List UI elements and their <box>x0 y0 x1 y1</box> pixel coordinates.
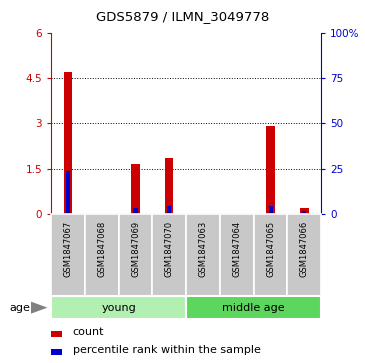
Text: GSM1847069: GSM1847069 <box>131 221 140 277</box>
Bar <box>220 214 254 296</box>
Bar <box>186 296 321 319</box>
Bar <box>64 72 72 214</box>
Bar <box>233 213 241 214</box>
Text: GSM1847063: GSM1847063 <box>199 221 208 277</box>
Text: young: young <box>101 303 136 313</box>
Bar <box>85 214 119 296</box>
Bar <box>199 213 207 214</box>
Bar <box>302 211 306 214</box>
Bar <box>51 350 62 355</box>
Bar <box>131 164 140 214</box>
Bar <box>66 171 70 214</box>
Text: percentile rank within the sample: percentile rank within the sample <box>73 345 261 355</box>
Text: count: count <box>73 327 104 337</box>
Bar <box>119 214 153 296</box>
Bar <box>165 158 173 214</box>
Text: GSM1847067: GSM1847067 <box>64 221 73 277</box>
Polygon shape <box>31 302 47 314</box>
Bar <box>300 208 308 214</box>
Text: GSM1847065: GSM1847065 <box>266 221 275 277</box>
Text: GSM1847066: GSM1847066 <box>300 221 309 277</box>
Text: GSM1847068: GSM1847068 <box>97 221 106 277</box>
Text: GSM1847070: GSM1847070 <box>165 221 174 277</box>
Bar <box>51 331 62 337</box>
Bar <box>134 208 138 214</box>
Bar <box>167 206 171 214</box>
Text: GDS5879 / ILMN_3049778: GDS5879 / ILMN_3049778 <box>96 10 269 23</box>
Bar <box>97 213 106 214</box>
Text: age: age <box>9 303 30 313</box>
Bar <box>186 214 220 296</box>
Bar <box>153 214 186 296</box>
Text: GSM1847064: GSM1847064 <box>232 221 241 277</box>
Bar <box>51 214 85 296</box>
Bar <box>269 206 273 214</box>
Bar <box>288 214 321 296</box>
Bar <box>51 296 186 319</box>
Bar <box>266 126 275 214</box>
Bar <box>254 214 287 296</box>
Text: middle age: middle age <box>222 303 285 313</box>
